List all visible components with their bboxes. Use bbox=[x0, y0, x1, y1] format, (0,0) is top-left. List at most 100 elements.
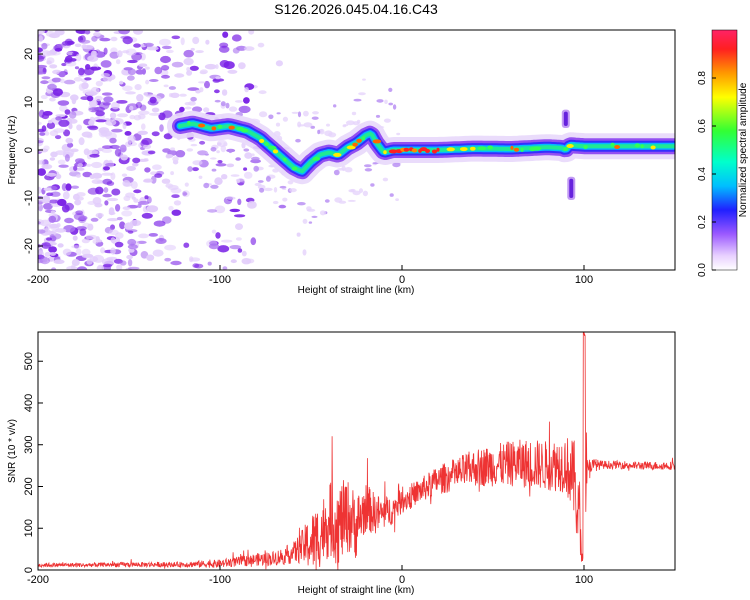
noise-blob bbox=[138, 63, 148, 67]
noise-blob bbox=[184, 106, 192, 110]
noise-blob bbox=[98, 129, 108, 138]
noise-blob bbox=[55, 135, 62, 140]
noise-blob bbox=[388, 102, 394, 106]
noise-blob bbox=[168, 93, 173, 98]
noise-blob bbox=[45, 31, 56, 37]
noise-blob bbox=[227, 69, 238, 74]
noise-blob bbox=[161, 74, 170, 79]
noise-blob bbox=[154, 173, 163, 178]
noise-blob bbox=[67, 142, 74, 148]
noise-blob bbox=[46, 60, 52, 65]
noise-blob bbox=[351, 111, 357, 116]
noise-blob bbox=[102, 102, 111, 106]
noise-blob bbox=[100, 60, 112, 68]
noise-blob bbox=[243, 167, 248, 171]
noise-blob bbox=[103, 263, 113, 268]
noise-blob bbox=[168, 205, 174, 211]
noise-blob bbox=[230, 174, 240, 177]
x-tick-label: 0 bbox=[399, 574, 405, 586]
noise-blob bbox=[86, 258, 93, 265]
noise-blob bbox=[49, 157, 56, 161]
noise-blob bbox=[89, 116, 95, 124]
noise-blob bbox=[58, 164, 69, 168]
y-tick-label: 10 bbox=[23, 96, 35, 108]
noise-blob bbox=[127, 68, 136, 76]
noise-blob bbox=[184, 102, 191, 106]
noise-blob bbox=[138, 113, 146, 120]
spectrogram-ridge bbox=[167, 109, 675, 200]
noise-blob bbox=[396, 132, 401, 136]
noise-blob bbox=[38, 201, 43, 205]
noise-blob bbox=[81, 82, 89, 90]
noise-blob bbox=[376, 99, 384, 103]
noise-blob bbox=[40, 94, 48, 100]
noise-blob bbox=[161, 45, 172, 50]
y-tick-label: 0 bbox=[23, 567, 35, 573]
noise-blob bbox=[192, 36, 200, 45]
noise-blob bbox=[295, 138, 301, 143]
noise-blob bbox=[145, 79, 150, 85]
noise-blob bbox=[137, 200, 150, 205]
noise-blob bbox=[235, 157, 241, 161]
noise-blob bbox=[244, 87, 249, 93]
noise-blob bbox=[140, 53, 146, 61]
noise-blob bbox=[208, 243, 220, 250]
noise-blob bbox=[95, 110, 105, 117]
noise-blob bbox=[125, 48, 137, 56]
noise-blob bbox=[214, 205, 226, 214]
noise-blob bbox=[102, 193, 112, 198]
noise-blob bbox=[308, 221, 313, 224]
noise-blob bbox=[190, 143, 198, 147]
noise-blob bbox=[100, 247, 106, 254]
noise-blob bbox=[220, 239, 233, 243]
noise-blob bbox=[38, 128, 45, 133]
noise-blob bbox=[187, 166, 193, 172]
noise-blob bbox=[127, 259, 133, 267]
ridge-hotspot bbox=[431, 149, 438, 154]
noise-blob bbox=[147, 150, 156, 155]
noise-blob bbox=[168, 86, 176, 90]
y-tick-label: 100 bbox=[23, 519, 35, 537]
noise-blob bbox=[250, 237, 257, 246]
noise-blob bbox=[238, 62, 246, 70]
noise-blob bbox=[195, 89, 201, 94]
noise-blob bbox=[356, 119, 361, 124]
noise-blob bbox=[198, 81, 206, 84]
noise-blob bbox=[243, 97, 250, 104]
noise-blob bbox=[187, 87, 200, 91]
spectrogram-x-label: Height of straight line (km) bbox=[298, 285, 415, 296]
noise-blob bbox=[230, 259, 237, 264]
noise-blob bbox=[65, 55, 73, 63]
noise-blob bbox=[91, 161, 103, 169]
noise-blob bbox=[199, 140, 206, 145]
noise-blob bbox=[115, 59, 121, 65]
noise-blob bbox=[175, 74, 182, 76]
noise-blob bbox=[43, 145, 50, 151]
noise-blob bbox=[127, 266, 140, 270]
ridge-hotspot bbox=[640, 144, 644, 149]
noise-blob bbox=[229, 245, 242, 250]
noise-blob bbox=[57, 159, 66, 165]
colorbar-gradient bbox=[711, 29, 738, 271]
noise-blob bbox=[46, 192, 54, 197]
ridge-hotspot bbox=[470, 146, 476, 151]
noise-blob bbox=[90, 217, 99, 222]
ridge-hotspot bbox=[198, 123, 206, 128]
noise-blob bbox=[126, 75, 135, 81]
noise-blob bbox=[121, 210, 133, 217]
noise-blob bbox=[38, 186, 42, 194]
noise-blob bbox=[229, 208, 241, 213]
ridge-hotspot bbox=[634, 143, 641, 148]
noise-blob bbox=[297, 121, 302, 128]
noise-blob bbox=[236, 178, 241, 184]
noise-blob bbox=[109, 137, 117, 144]
noise-blob bbox=[189, 65, 199, 71]
noise-blob bbox=[362, 190, 368, 197]
ridge-hotspot bbox=[513, 147, 520, 152]
noise-blob bbox=[101, 172, 114, 176]
noise-blob bbox=[150, 175, 157, 184]
noise-blob bbox=[237, 248, 243, 253]
noise-blob bbox=[170, 92, 180, 99]
noise-blob bbox=[65, 183, 72, 191]
noise-blob bbox=[149, 96, 157, 104]
